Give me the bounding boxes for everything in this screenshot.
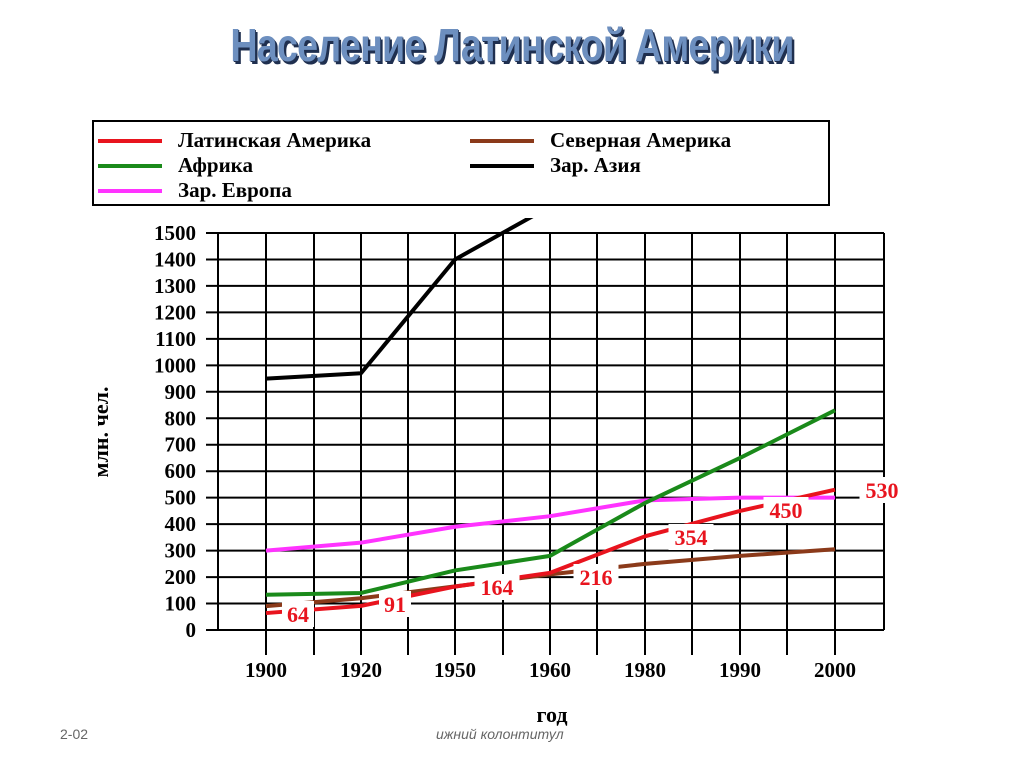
legend-label: Латинская Америка [178,128,372,152]
data-label-bg [282,601,314,627]
series-line [265,487,836,616]
data-label-bg [763,497,809,523]
y-tick-label: 300 [165,539,197,563]
data-label-bg [668,524,714,550]
series-group [265,218,836,616]
y-tick-label: 1000 [154,353,196,377]
legend-swatch [470,164,534,168]
data-label: 216 [580,565,613,590]
y-tick-label: 1300 [154,274,196,298]
data-label-bg [474,574,520,600]
x-tick-label: 1920 [340,658,382,682]
x-tick-label: 1900 [245,658,287,682]
x-axis-label: год [537,702,568,727]
data-label-bg [379,591,411,617]
footer-text: ижний колонтитул [436,726,564,742]
data-label-bg [859,477,905,503]
legend-label: Африка [178,153,253,177]
y-tick-label: 0 [186,618,197,642]
data-label: 164 [481,575,514,600]
legend-swatch [98,189,162,193]
y-tick-label: 700 [165,433,197,457]
legend-label: Северная Америка [550,128,732,152]
x-tick-label: 1990 [719,658,761,682]
y-tick-label: 200 [165,565,197,589]
legend-label: Зар. Европа [178,178,292,202]
y-tick-label: 400 [165,512,197,536]
y-axis-label: млн. чел. [88,386,113,477]
footer-slide-number: 2-02 [60,726,89,742]
y-tick-label: 800 [165,406,197,430]
slide-title: Население Латинской Америки [230,19,794,71]
y-tick-label: 900 [165,380,197,404]
data-label-bg [573,564,619,590]
y-tick-label: 1500 [154,221,196,245]
data-label: 530 [866,478,899,503]
series-line [265,218,534,381]
data-label: 91 [384,592,406,617]
data-label: 450 [770,498,803,523]
y-tick-label: 100 [165,592,197,616]
data-label: 354 [675,525,708,550]
x-tick-label: 2000 [814,658,856,682]
chart-legend: Латинская Америка Северная Америка Африк… [92,120,830,206]
legend-swatch [470,139,534,143]
x-tick-label: 1980 [624,658,666,682]
y-tick-label: 500 [165,486,197,510]
data-label: 64 [287,602,309,627]
series-line [265,495,835,553]
y-tick-label: 1400 [154,247,196,271]
x-tick-label: 1960 [529,658,571,682]
x-tick-label: 1950 [434,658,476,682]
y-tick-label: 1200 [154,300,196,324]
series-line [265,408,836,597]
legend-swatch [98,139,162,143]
legend-swatch [98,164,162,168]
y-tick-label: 600 [165,459,197,483]
legend-label: Зар. Азия [550,153,641,177]
y-tick-label: 1100 [155,327,196,351]
